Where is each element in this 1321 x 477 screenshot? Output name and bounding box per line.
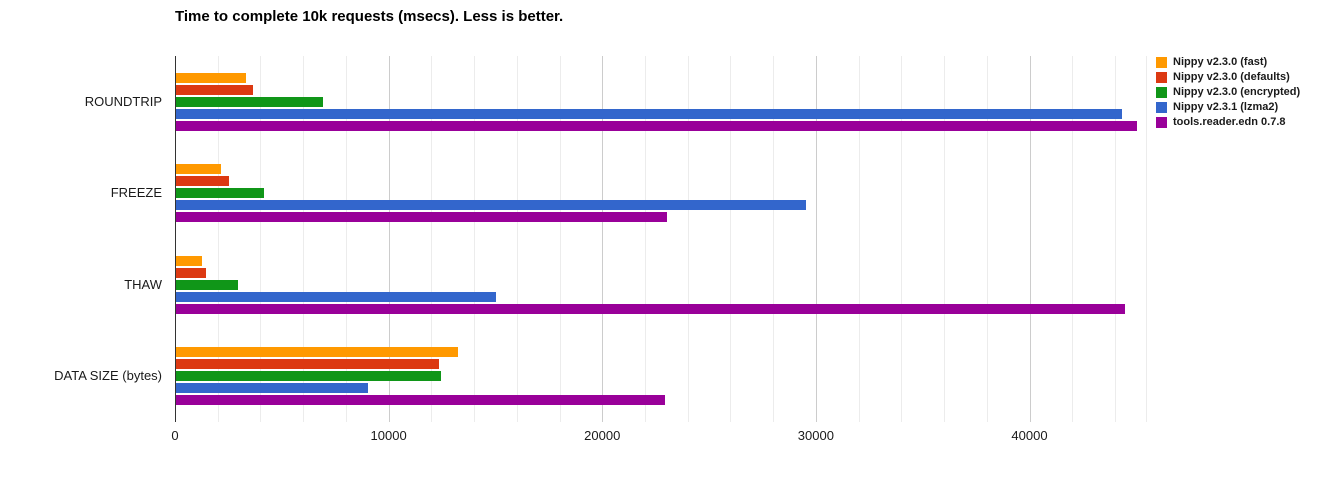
legend-swatch-icon — [1156, 71, 1167, 83]
minor-gridline — [773, 56, 774, 422]
bar — [176, 303, 1125, 314]
legend-swatch-icon — [1156, 116, 1167, 128]
minor-gridline — [260, 56, 261, 422]
category-label: FREEZE — [110, 185, 162, 201]
minor-gridline — [474, 56, 475, 422]
legend-item: Nippy v2.3.0 (fast) — [1156, 56, 1300, 68]
legend-item: tools.reader.edn 0.7.8 — [1156, 116, 1300, 128]
legend-swatch-icon — [1156, 56, 1167, 68]
bar — [176, 188, 264, 199]
legend: Nippy v2.3.0 (fast) Nippy v2.3.0 (default… — [1156, 56, 1300, 131]
minor-gridline — [987, 56, 988, 422]
minor-gridline — [218, 56, 219, 422]
plot-area — [175, 56, 1147, 422]
chart-title: Time to complete 10k requests (msecs). L… — [175, 8, 564, 25]
x-tick-label: 0 — [171, 428, 179, 443]
bar — [176, 164, 221, 175]
legend-label: Nippy v2.3.0 (fast) — [1173, 56, 1268, 68]
x-tick-label: 20000 — [584, 428, 621, 443]
legend-item: Nippy v2.3.1 (lzma2) — [1156, 101, 1300, 113]
bar — [176, 120, 1138, 131]
minor-gridline — [346, 56, 347, 422]
bar — [176, 84, 253, 95]
bar — [176, 108, 1123, 119]
bar — [176, 212, 668, 223]
minor-gridline — [1115, 56, 1116, 422]
bar — [176, 96, 324, 107]
minor-gridline — [944, 56, 945, 422]
minor-gridline — [431, 56, 432, 422]
minor-gridline — [901, 56, 902, 422]
legend-item: Nippy v2.3.0 (defaults) — [1156, 71, 1300, 83]
minor-gridline — [688, 56, 689, 422]
bar — [176, 291, 497, 302]
legend-swatch-icon — [1156, 86, 1167, 98]
bar — [176, 279, 238, 290]
major-gridline — [816, 56, 817, 422]
category-label: DATA SIZE (bytes) — [54, 368, 162, 384]
bar — [176, 383, 369, 394]
category-label: THAW — [124, 276, 162, 292]
category-label: ROUNDTRIP — [84, 93, 162, 109]
bar — [176, 347, 458, 358]
plot-right-edge — [1146, 56, 1147, 422]
bar — [176, 267, 206, 278]
minor-gridline — [859, 56, 860, 422]
minor-gridline — [517, 56, 518, 422]
bar — [176, 359, 439, 370]
x-tick-label: 40000 — [1011, 428, 1048, 443]
x-tick-label: 10000 — [370, 428, 407, 443]
x-tick-label: 30000 — [797, 428, 834, 443]
bar — [176, 255, 202, 266]
legend-label: tools.reader.edn 0.7.8 — [1173, 116, 1286, 128]
minor-gridline — [645, 56, 646, 422]
legend-swatch-icon — [1156, 101, 1167, 113]
legend-label: Nippy v2.3.1 (lzma2) — [1173, 101, 1279, 113]
bar — [176, 176, 230, 187]
bar — [176, 371, 441, 382]
major-gridline — [1030, 56, 1031, 422]
legend-item: Nippy v2.3.0 (encrypted) — [1156, 86, 1300, 98]
minor-gridline — [303, 56, 304, 422]
major-gridline — [602, 56, 603, 422]
axis-baseline — [175, 56, 176, 422]
minor-gridline — [730, 56, 731, 422]
minor-gridline — [560, 56, 561, 422]
bar — [176, 395, 666, 406]
bar — [176, 200, 807, 211]
legend-label: Nippy v2.3.0 (encrypted) — [1173, 86, 1301, 98]
bar — [176, 72, 247, 83]
minor-gridline — [1072, 56, 1073, 422]
major-gridline — [389, 56, 390, 422]
legend-label: Nippy v2.3.0 (defaults) — [1173, 71, 1290, 83]
